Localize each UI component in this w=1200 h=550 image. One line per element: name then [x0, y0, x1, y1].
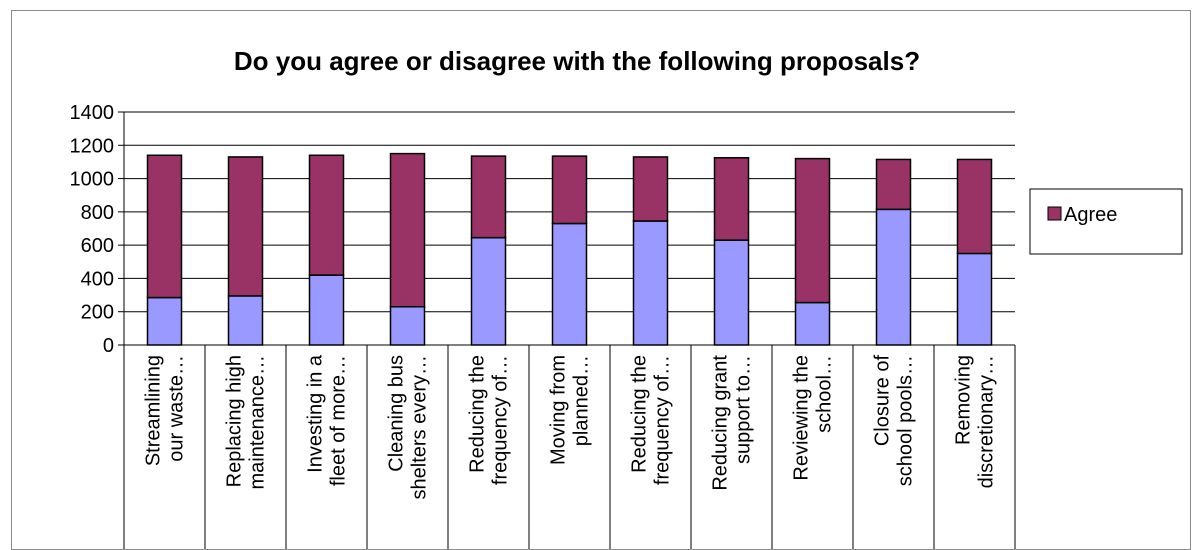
bar-segment-base — [146, 296, 183, 346]
category-label-line: Removing — [953, 355, 975, 445]
bar-segment-agree — [146, 154, 183, 299]
category-label-line: frequency of… — [652, 355, 674, 485]
y-axis: 0 200 400 600 800 1000 1200 1400 — [70, 102, 125, 357]
bar-segment-base — [308, 274, 345, 346]
bar-segment-base — [956, 252, 993, 346]
category-label-line: fleet of more… — [328, 355, 350, 486]
category-label: Replacing highmaintenance… — [224, 355, 269, 490]
category-label-line: frequency of… — [490, 355, 512, 485]
x-axis: Streamliningour waste… Replacing highmain… — [123, 344, 1016, 549]
bar-segment-base — [227, 295, 264, 346]
bar-segment-agree — [470, 155, 507, 239]
category-label-line: shelters every… — [409, 355, 431, 500]
y-tick-label: 0 — [103, 335, 114, 357]
category-label: Moving fromplanned… — [548, 355, 593, 465]
category-label-line: Reviewing the — [791, 355, 813, 481]
category-label-line: maintenance… — [247, 355, 269, 490]
chart-title: Do you agree or disagree with the follow… — [234, 46, 920, 76]
y-tick-label: 400 — [81, 268, 114, 290]
category-label-line: support to… — [733, 355, 755, 464]
bars — [146, 152, 993, 346]
legend-swatch — [1047, 206, 1062, 221]
bar-segment-base — [875, 208, 912, 346]
y-tick-label: 1200 — [70, 135, 115, 157]
category-label-line: Replacing high — [224, 355, 246, 487]
bar-segment-base — [794, 301, 831, 346]
bar-segment-agree — [956, 158, 993, 255]
bar-segment-base — [713, 239, 750, 346]
bar-segment-agree — [551, 155, 588, 225]
category-label-line: discretionary… — [976, 355, 998, 488]
bar-segment-base — [389, 305, 426, 346]
bar-segment-base — [632, 220, 669, 346]
category-label: Cleaning busshelters every… — [386, 355, 431, 500]
y-tick-label: 1000 — [70, 169, 115, 191]
legend-box — [1029, 188, 1183, 255]
bar-segment-agree — [389, 152, 426, 308]
legend: Agree — [1029, 188, 1183, 255]
category-label-line: our waste… — [166, 355, 188, 462]
bar-segment-agree — [308, 154, 345, 276]
bar-segment-agree — [632, 156, 669, 222]
y-tick-label: 800 — [81, 202, 114, 224]
category-label-line: school… — [814, 355, 836, 433]
bar-segment-agree — [227, 156, 264, 297]
y-tick-label: 600 — [81, 235, 114, 257]
category-label: Investing in afleet of more… — [305, 354, 350, 486]
bar-segment-agree — [713, 157, 750, 241]
y-tick-label: 1400 — [70, 102, 115, 124]
category-label: Reducing thefrequency of… — [467, 355, 512, 485]
category-label: Reducing grantsupport to… — [710, 355, 755, 491]
category-label-line: Cleaning bus — [386, 355, 408, 472]
stacked-bar-chart: Do you agree or disagree with the follow… — [70, 46, 1183, 549]
category-label: Removingdiscretionary… — [953, 355, 998, 488]
category-label-line: Investing in a — [305, 354, 327, 473]
category-label: Streamliningour waste… — [143, 355, 188, 466]
category-label: Closure ofschool pools… — [872, 355, 917, 487]
chart-area: Do you agree or disagree with the follow… — [11, 10, 1191, 550]
category-label-line: Closure of — [872, 355, 894, 447]
legend-label: Agree — [1064, 204, 1117, 226]
y-tick-label: 200 — [81, 302, 114, 324]
bar-segment-base — [551, 222, 588, 346]
bar-segment-agree — [794, 157, 831, 304]
category-label: Reducing thefrequency of… — [629, 355, 674, 485]
bar-segment-base — [470, 236, 507, 346]
category-label-line: Reducing grant — [710, 355, 732, 491]
category-label-line: school pools… — [895, 355, 917, 486]
category-label-line: Reducing the — [629, 355, 651, 473]
category-label: Reviewing theschool… — [791, 355, 836, 481]
bar-segment-agree — [875, 158, 912, 211]
category-label-line: planned… — [571, 355, 593, 446]
category-label-line: Moving from — [548, 355, 570, 465]
category-label-line: Reducing the — [467, 355, 489, 473]
category-label-line: Streamlining — [143, 355, 165, 466]
